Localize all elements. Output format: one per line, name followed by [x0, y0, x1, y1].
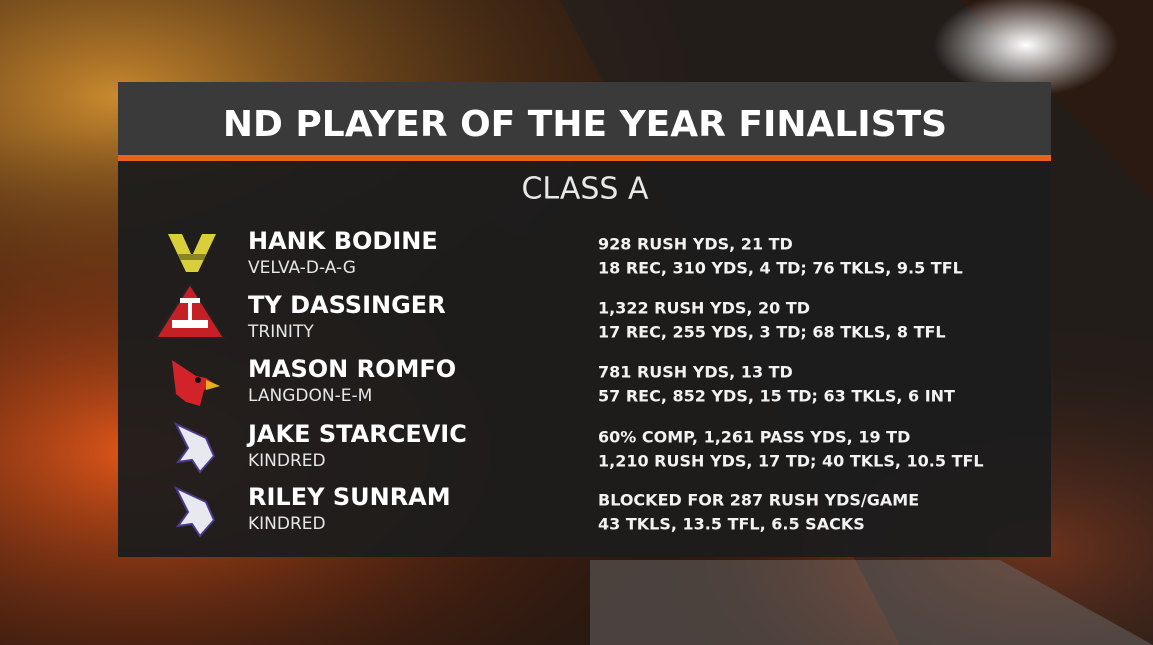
title: ND PLAYER OF THE YEAR FINALISTS [223, 104, 947, 145]
player-stat: BLOCKED FOR 287 RUSH YDS/GAME [598, 491, 919, 510]
player-name: JAKE STARCEVIC [246, 420, 467, 448]
player-stat: 928 RUSH YDS, 21 TD [598, 235, 793, 254]
subtitle: CLASS A [521, 172, 648, 207]
player-school: VELVA-D-A-G [248, 258, 356, 278]
player-stat: 57 REC, 852 YDS, 15 TD; 63 TKLS, 6 INT [598, 387, 955, 406]
player-name: HANK BODINE [248, 227, 438, 255]
player-school: LANGDON-E-M [248, 386, 372, 406]
logo-kindred-2 [173, 485, 216, 538]
logo-trinity [154, 282, 226, 339]
player-stat: 60% COMP, 1,261 PASS YDS, 19 TD [598, 428, 910, 447]
player-school: TRINITY [247, 322, 314, 342]
logo-velva [168, 234, 216, 272]
player-name: RILEY SUNRAM [248, 483, 451, 511]
panel [118, 82, 1051, 557]
title-band [118, 82, 1051, 155]
player-school: KINDRED [248, 514, 326, 534]
player-stat: 18 REC, 310 YDS, 4 TD; 76 TKLS, 9.5 TFL [598, 259, 963, 278]
player-stat: 781 RUSH YDS, 13 TD [598, 363, 793, 382]
player-school: KINDRED [248, 451, 326, 471]
logo-kindred-1 [173, 421, 216, 474]
player-stat: 1,322 RUSH YDS, 20 TD [598, 299, 810, 318]
player-stat: 17 REC, 255 YDS, 3 TD; 68 TKLS, 8 TFL [598, 323, 946, 342]
player-name: MASON ROMFO [248, 355, 456, 383]
player-stat: 43 TKLS, 13.5 TFL, 6.5 SACKS [598, 515, 865, 534]
logo-langdon [172, 360, 220, 406]
player-name: TY DASSINGER [248, 291, 446, 319]
player-stat: 1,210 RUSH YDS, 17 TD; 40 TKLS, 10.5 TFL [598, 452, 984, 471]
accent-stripe [118, 155, 1051, 161]
